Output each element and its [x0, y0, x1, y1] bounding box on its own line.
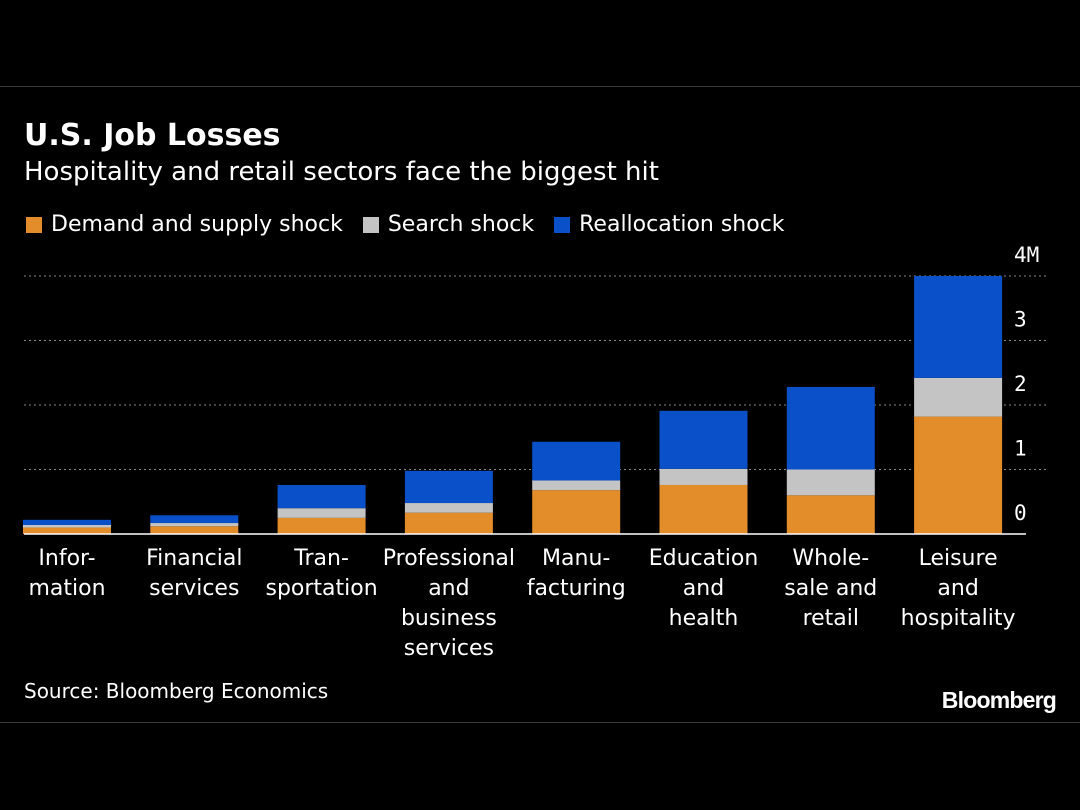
chart-legend: Demand and supply shock Search shock Rea… — [26, 212, 805, 237]
x-tick-label-line: and — [937, 576, 978, 601]
legend-item-search: Search shock — [362, 212, 535, 237]
y-tick-label: 2 — [1014, 372, 1027, 396]
bar-segment — [277, 517, 366, 534]
x-tick-label: Leisure and hospitality — [901, 546, 1016, 631]
bar-segment — [786, 495, 875, 534]
source-note: Source: Bloomberg Economics — [24, 679, 329, 703]
bar-segment — [914, 416, 1003, 534]
bar-segment — [532, 441, 621, 481]
x-tick-label: Tran-sportation — [266, 546, 378, 601]
x-tick-label-line: retail — [803, 606, 859, 631]
x-tick-label-line: Leisure — [919, 546, 998, 571]
bar-segment — [404, 470, 493, 504]
x-tick-label-line: and — [428, 576, 469, 601]
top-divider — [0, 86, 1080, 87]
x-tick-label-line: facturing — [527, 576, 626, 601]
legend-label-search: Search shock — [387, 212, 535, 237]
legend-label-reallocation: Reallocation shock — [579, 212, 785, 237]
x-tick-label-line: Infor- — [38, 546, 95, 571]
bar-segment — [404, 503, 493, 513]
x-tick-label-line: mation — [28, 576, 105, 601]
bar-segment — [404, 512, 493, 534]
x-tick-label-line: and — [683, 576, 724, 601]
x-tick-label-line: services — [404, 636, 494, 661]
bar-segment — [150, 526, 239, 534]
x-tick-label: Professional and business services — [383, 546, 515, 661]
bar-segment — [150, 523, 239, 527]
x-tick-label-line: hospitality — [901, 606, 1016, 631]
x-tick-label-line: Professional — [383, 546, 515, 571]
x-tick-label-line: Whole- — [792, 546, 869, 571]
legend-swatch-reallocation — [554, 216, 571, 233]
x-tick-label-line: sportation — [266, 576, 378, 601]
x-tick-label: Manu-facturing — [527, 546, 626, 601]
x-tick-label-line: Education — [649, 546, 759, 571]
bar-segment — [23, 527, 111, 534]
bottom-divider — [0, 722, 1080, 723]
bar-segment — [914, 276, 1003, 378]
bar-segment — [150, 515, 239, 524]
legend-swatch-demand-supply — [26, 216, 42, 233]
bar-segment — [532, 480, 621, 491]
x-tick-label: Whole-sale and retail — [784, 546, 877, 631]
bar-segment — [659, 468, 748, 485]
legend-item-demand-supply: Demand and supply shock — [26, 212, 343, 237]
x-tick-label-line: sale and — [784, 576, 877, 601]
bar-segment — [23, 524, 111, 528]
bar-segment — [914, 377, 1003, 417]
x-tick-label-line: business — [401, 606, 497, 631]
bar-segment — [532, 490, 621, 534]
y-tick-label: 1 — [1014, 437, 1027, 461]
x-tick-label: Infor-mation — [28, 546, 105, 601]
x-tick-label: Financial services — [146, 546, 242, 601]
x-tick-label: Education and health — [649, 546, 759, 631]
bar-segment — [659, 484, 748, 534]
x-tick-label-line: Manu- — [542, 546, 610, 571]
stacked-bar-chart: 0 1 2 3 4M Infor-mation Financial services Tran-… — [23, 243, 1046, 661]
bar-segment — [277, 484, 366, 509]
y-tick-label: 0 — [1014, 501, 1027, 525]
x-tick-label-line: Tran- — [293, 546, 349, 571]
bar-segment — [23, 519, 111, 525]
bar-segment — [786, 386, 875, 470]
legend-label-demand-supply: Demand and supply shock — [51, 212, 343, 237]
y-tick-label: 4M — [1014, 243, 1039, 267]
y-tick-label: 3 — [1014, 308, 1027, 332]
brand-logo: Bloomberg — [941, 687, 1057, 713]
legend-swatch-search — [362, 216, 379, 233]
bar-segment — [659, 410, 748, 469]
legend-item-reallocation: Reallocation shock — [554, 212, 785, 237]
chart-title: U.S. Job Losses — [24, 118, 281, 153]
bar-segment — [786, 469, 875, 496]
x-tick-label-line: health — [669, 606, 739, 631]
bar-segment — [277, 508, 366, 518]
x-tick-label-line: Financial — [146, 546, 242, 571]
chart-subtitle: Hospitality and retail sectors face the … — [24, 157, 659, 187]
x-tick-label-line: services — [149, 576, 239, 601]
